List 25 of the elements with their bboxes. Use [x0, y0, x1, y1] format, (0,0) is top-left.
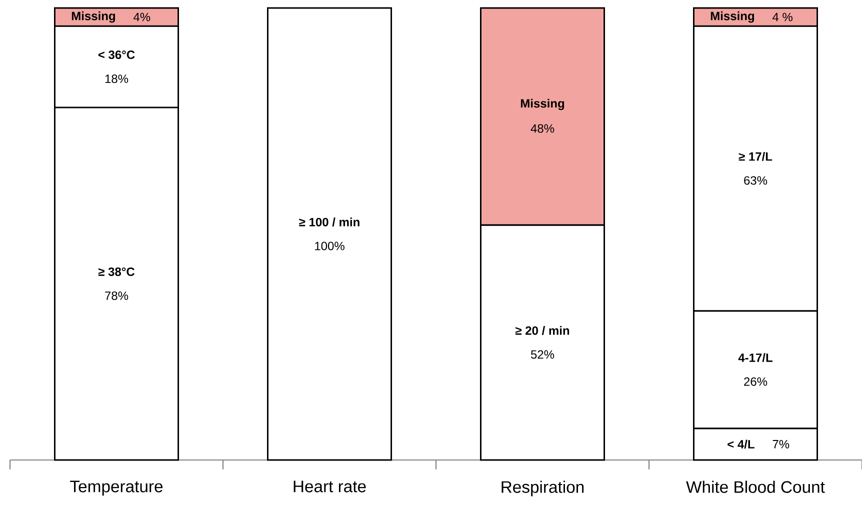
x-tick-label: Respiration	[502, 480, 584, 496]
data-label: 4%	[133, 12, 150, 22]
data-label: 4 %	[772, 12, 792, 22]
data-label: 18%	[105, 74, 128, 84]
annotation: ≥ 100 / min	[299, 218, 360, 226]
data-label: 7%	[772, 440, 790, 448]
data-label: 52%	[530, 350, 554, 359]
annotation: ≥ 20 / min	[515, 326, 570, 335]
annotation: Missing	[710, 11, 754, 23]
bar	[267, 7, 392, 461]
annotation: Missing	[72, 11, 115, 23]
annotation: Missing	[520, 98, 564, 110]
annotation: < 4/L	[728, 440, 754, 449]
data-label: 100%	[315, 242, 344, 250]
x-tick-label: White Blood Count	[686, 480, 825, 493]
annotation: 4-17/L	[738, 353, 772, 362]
data-label: 63%	[744, 176, 768, 185]
annotation: < 36°C	[98, 50, 135, 60]
annotation: ≥ 38°C	[98, 267, 135, 276]
x-tick-label: Temperature	[70, 480, 163, 496]
data-label: 78%	[105, 291, 128, 300]
data-label: 26%	[744, 377, 768, 386]
data-label: 48%	[530, 124, 554, 133]
annotation: ≥ 17/L	[738, 152, 772, 161]
x-tick-label: Heart rate	[294, 480, 366, 492]
